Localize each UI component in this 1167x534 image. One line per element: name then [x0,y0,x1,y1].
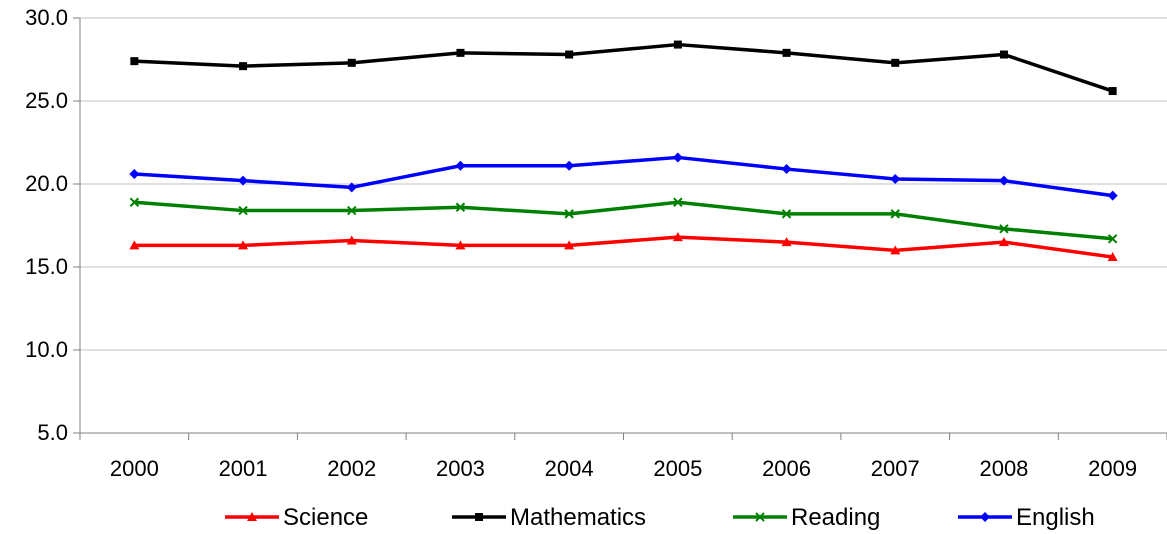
data-point-mathematics [782,48,791,57]
data-point-reading-stroke [673,197,683,207]
data-point-english [672,152,683,163]
legend-label-science: Science [283,504,368,531]
series-line-mathematics [134,42,1114,93]
y-tick-label: 5.0 [37,420,68,445]
x-tick-label: 2002 [327,456,376,481]
data-point-mathematics [673,40,682,49]
x-tick-label: 2008 [979,456,1028,481]
data-point-english [129,169,140,180]
data-point-mathematics [1108,87,1117,96]
x-tick-label: 2004 [545,456,594,481]
x-tick-label: 2005 [653,456,702,481]
y-axis-tick-labels: 5.0 10.0 15.0 20.0 25.0 30.0 [25,5,68,445]
x-tick-label: 2009 [1088,456,1137,481]
legend-marker-english [980,512,990,522]
data-point-reading [673,197,683,207]
data-point-reading [455,202,466,212]
y-tick-label: 15.0 [25,254,68,279]
data-point-reading-stroke [347,205,357,216]
data-point-mathematics [456,48,465,57]
data-point-science [455,240,466,250]
series-group [129,40,1118,262]
y-tick-label: 30.0 [25,5,68,30]
data-point-reading-stroke [781,209,792,219]
data-point-reading-stroke [455,202,466,212]
data-point-reading [890,209,900,219]
data-point-reading [999,224,1009,234]
x-tick-label: 2001 [219,456,268,481]
data-point-science [781,237,792,247]
data-point-reading-stroke [238,205,248,216]
x-tick-label: 2000 [110,456,159,481]
data-point-english [238,175,249,186]
data-point-mathematics [999,50,1008,59]
x-tick-label: 2006 [762,456,811,481]
legend-label-reading: Reading [791,504,880,531]
legend-marker-mathematics [475,513,483,521]
x-tick-label: 2007 [871,456,920,481]
y-tick-label: 20.0 [25,171,68,196]
data-point-reading [564,209,574,219]
data-point-science [672,232,683,242]
data-point-english [998,175,1009,186]
legend-marker-science [247,512,257,521]
data-point-reading [238,205,248,216]
data-point-science [890,245,901,255]
legend: Science Mathematics Reading English [225,504,1095,531]
data-point-mathematics [347,58,356,67]
data-point-reading [781,209,792,219]
y-tick-label: 25.0 [25,88,68,113]
data-point-science [998,237,1009,247]
data-point-english [781,164,792,175]
x-axis-tick-labels: 2000 2001 2002 2003 2004 2005 2006 2007 2008 2009 [110,456,1137,481]
data-point-reading-stroke [1107,234,1118,244]
series-line-science [134,235,1113,259]
x-tick-label: 2003 [436,456,485,481]
data-point-reading [129,197,140,207]
series-line-english [134,155,1113,198]
data-point-reading-stroke [564,209,574,219]
data-point-science [238,240,249,250]
data-point-english [890,174,901,185]
legend-marker-reading-stroke [755,512,765,522]
data-point-english [346,182,357,193]
data-point-english [455,160,466,171]
legend-label-english: English [1016,504,1095,531]
data-point-reading [347,205,357,216]
data-point-reading-stroke [890,209,900,219]
data-point-reading-stroke [129,197,140,207]
legend-marker-reading [755,512,765,522]
data-point-english [564,160,575,171]
data-point-mathematics [239,62,248,71]
data-point-english [1107,190,1118,201]
data-point-science [346,235,357,245]
legend-label-mathematics: Mathematics [510,504,646,531]
data-point-mathematics [565,50,574,59]
data-point-reading [1107,234,1118,244]
data-point-science [1107,252,1118,262]
data-point-reading-stroke [999,224,1009,234]
axes [73,17,1167,440]
data-point-science [129,240,140,250]
gridlines [80,17,1167,351]
data-point-mathematics [891,58,900,67]
y-tick-label: 10.0 [25,337,68,362]
data-point-science [564,240,575,250]
data-point-mathematics [130,57,139,66]
series-line-reading [134,200,1113,241]
